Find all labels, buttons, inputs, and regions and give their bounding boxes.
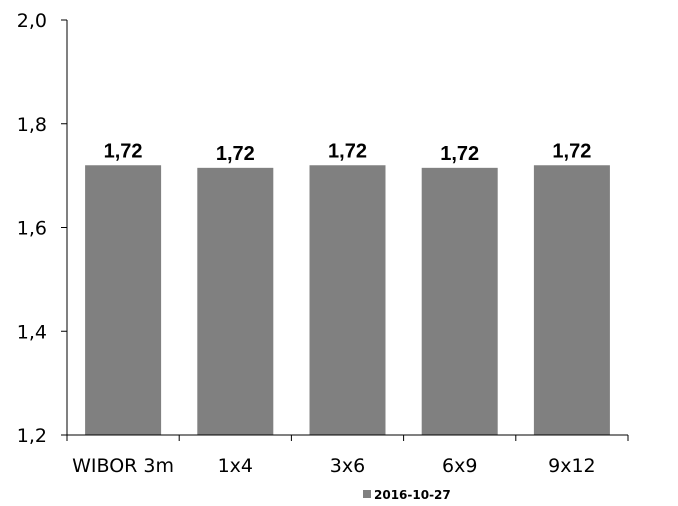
x-tick-label-2: 1x4	[218, 455, 253, 477]
data-label-1: 1,72	[104, 140, 143, 162]
legend-label: 2016-10-27	[374, 488, 451, 502]
bar-1	[85, 165, 162, 435]
data-label-2: 1,72	[216, 143, 255, 165]
bar-2	[197, 167, 274, 435]
data-label-4: 1,72	[440, 143, 479, 165]
bar-4	[421, 167, 498, 435]
x-tick-label-4: 6x9	[442, 455, 477, 477]
legend: 2016-10-27	[363, 488, 451, 502]
data-label-3: 1,72	[328, 140, 367, 162]
x-tick-label-1: WIBOR 3m	[72, 455, 174, 477]
y-tick-label-2: 1,8	[17, 114, 47, 136]
bars-layer	[85, 165, 610, 435]
axes-layer	[61, 20, 628, 441]
y-tick-label-3: 1,6	[17, 218, 47, 240]
y-tick-label-1: 2,0	[17, 10, 47, 32]
labels-layer: 1,72 WIBOR 3m 1,72 1x4 1,72 3x6 1,72 6x9 1,72 9x1…	[72, 140, 596, 477]
ticks-layer: 2,0 1,8 1,6 1,4 1,2	[17, 10, 629, 447]
legend-swatch	[363, 490, 371, 498]
data-label-5: 1,72	[552, 140, 591, 162]
bar-3	[309, 165, 386, 435]
y-tick-label-4: 1,4	[17, 321, 47, 343]
y-tick-label-5: 1,2	[17, 425, 47, 447]
x-tick-label-5: 9x12	[548, 455, 596, 477]
x-tick-label-3: 3x6	[330, 455, 365, 477]
bar-5	[533, 165, 610, 435]
